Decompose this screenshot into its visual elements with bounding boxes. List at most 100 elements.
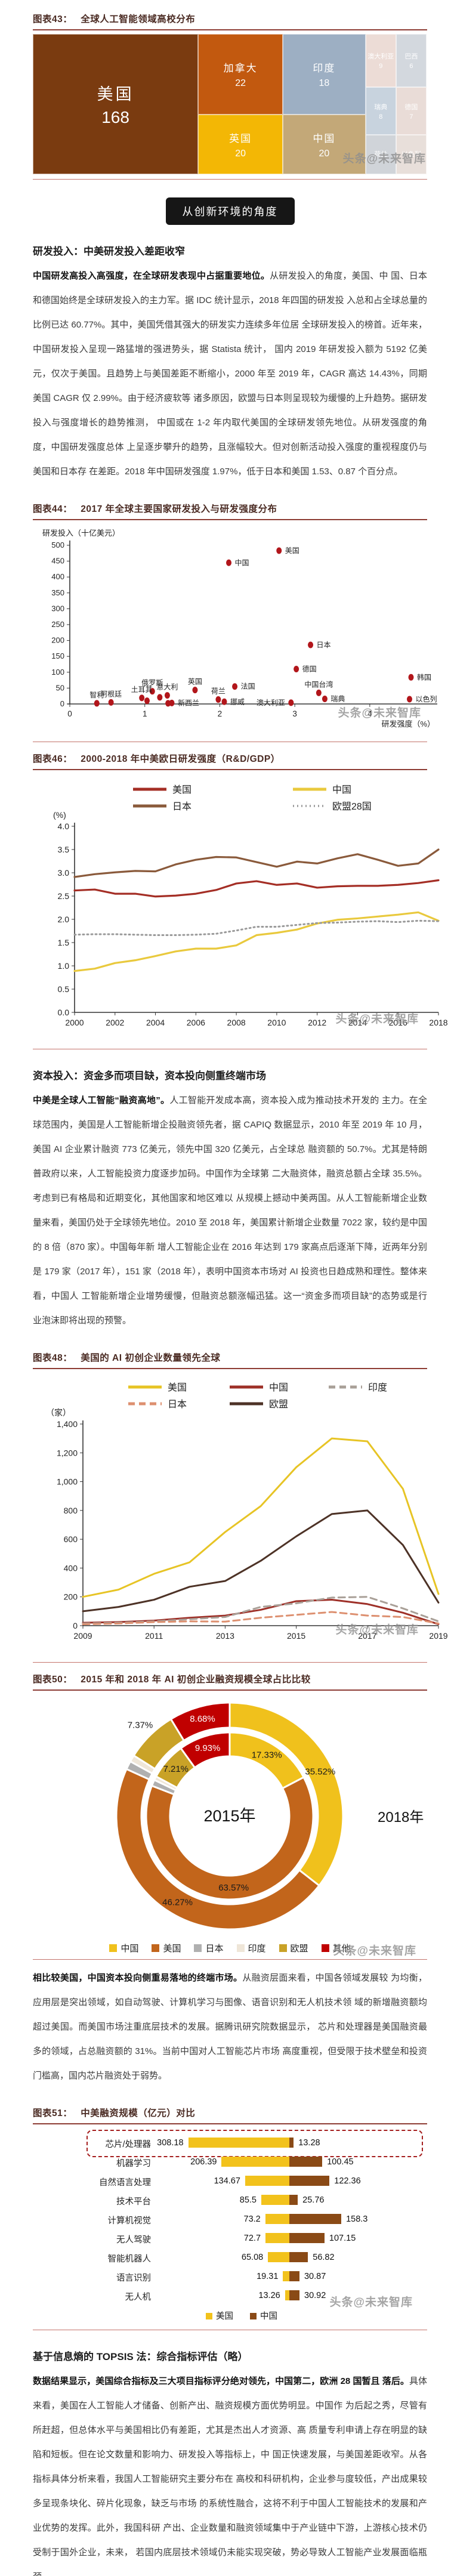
legend-item-日本: 日本	[194, 1942, 224, 1954]
svg-text:美国: 美国	[285, 546, 299, 555]
legend-item-美国: 美国	[152, 1942, 181, 1954]
donut-chart-funding-share: 17.33% 63.57% 7.21% 9.93% 35.52% 46.27% 7.37% 8…	[115, 1701, 424, 1931]
svg-text:8.68%: 8.68%	[190, 1714, 215, 1724]
svg-text:日本: 日本	[168, 1399, 187, 1410]
svg-text:美国: 美国	[172, 784, 191, 795]
svg-text:2006: 2006	[187, 1018, 205, 1027]
svg-text:4.0: 4.0	[58, 821, 70, 831]
tornado-row-无人驾驶: 无人驾驶 72.7 107.15	[116, 2233, 356, 2245]
figure-44-rd-scatter: 图表44： 2017 年全球主要国家研发投入与研发强度分布 0 50 100 150 20…	[33, 498, 437, 742]
svg-text:7.21%: 7.21%	[163, 1764, 189, 1774]
svg-text:2012: 2012	[308, 1018, 326, 1027]
divider	[33, 769, 427, 770]
svg-text:1.5: 1.5	[58, 938, 70, 947]
svg-text:2010: 2010	[267, 1018, 286, 1027]
figure-51-funding-compare: 图表51： 中美融资规模（亿元）对比 芯片/处理器 308.18 13.28 机器学习 2…	[33, 2102, 427, 2330]
svg-text:0: 0	[67, 709, 72, 718]
svg-text:63.57%: 63.57%	[218, 1883, 249, 1893]
svg-text:韩国: 韩国	[417, 672, 431, 681]
heading-capital-investment: 资本投入：资金多而项目缺，资本投向侧重终端市场	[33, 1070, 266, 1082]
tornado-row-无人机: 无人机 13.26 30.92	[125, 2290, 326, 2302]
treemap-block-以色列: 以色列	[396, 135, 427, 174]
svg-text:1.0: 1.0	[58, 961, 70, 971]
svg-text:2008: 2008	[227, 1018, 246, 1027]
svg-text:法国: 法国	[241, 682, 255, 691]
svg-text:(%): (%)	[53, 810, 66, 820]
divider	[33, 1689, 427, 1691]
svg-text:2.5: 2.5	[58, 891, 70, 901]
divider	[33, 2123, 427, 2124]
treemap-block-美国: 美国 168	[33, 34, 199, 174]
svg-text:500: 500	[51, 540, 64, 549]
treemap-chart: 美国 168 加拿大 22 英国 20 印度 18 中国 20 澳大利亚 9 巴西 6 瑞典 8 德国 7 荷兰 以色…	[33, 34, 427, 174]
svg-text:2015年: 2015年	[203, 1807, 255, 1825]
treemap-block-英国: 英国 20	[198, 115, 283, 174]
svg-text:土耳其: 土耳其	[131, 685, 153, 694]
heading-rd-investment: 研发投入：中美研发投入差距收窄	[33, 246, 185, 257]
svg-text:英国: 英国	[188, 678, 202, 686]
svg-text:0: 0	[73, 1621, 78, 1630]
svg-text:4: 4	[367, 709, 372, 718]
svg-text:200: 200	[64, 1592, 78, 1602]
tornado-row-语言识别: 语言识别 19.31 30.87	[116, 2271, 326, 2283]
svg-text:2004: 2004	[146, 1018, 165, 1027]
svg-text:澳大利亚: 澳大利亚	[257, 699, 285, 707]
svg-text:2000: 2000	[65, 1018, 84, 1027]
svg-text:2016: 2016	[389, 1018, 407, 1027]
svg-text:800: 800	[64, 1506, 78, 1515]
svg-text:3.0: 3.0	[58, 868, 70, 878]
svg-text:17.33%: 17.33%	[252, 1750, 282, 1760]
svg-text:2.0: 2.0	[58, 915, 70, 924]
svg-text:2: 2	[218, 709, 223, 718]
svg-text:1,400: 1,400	[57, 1419, 78, 1429]
svg-text:印度: 印度	[368, 1382, 387, 1393]
svg-text:荷兰: 荷兰	[211, 687, 225, 696]
donut-legend: 中国 美国 日本 印度 欧盟 其他	[33, 1942, 427, 1954]
svg-text:2009: 2009	[73, 1631, 92, 1641]
treemap-block-印度: 印度 18	[283, 34, 366, 115]
svg-text:2018: 2018	[429, 1018, 447, 1027]
tornado-row-技术平台: 技术平台 85.5 25.76	[116, 2195, 325, 2207]
paragraph-rd: 中国研发高投入高强度，在全球研发表现中占据重要地位。从研发投入的角度，美国、中 …	[33, 271, 427, 477]
svg-text:美国: 美国	[168, 1382, 187, 1393]
svg-text:50: 50	[56, 683, 64, 692]
divider	[33, 1368, 427, 1369]
svg-text:日本: 日本	[317, 641, 331, 649]
treemap-block-澳大利亚: 澳大利亚 9	[365, 34, 396, 88]
svg-text:研发强度（%）: 研发强度（%）	[381, 719, 435, 728]
figure-50-funding-donut: 图表50： 2015 年和 2018 年 AI 初创企业融资规模全球占比比较 17…	[33, 1669, 427, 1960]
svg-text:2018年: 2018年	[378, 1809, 424, 1826]
figure-48-title: 图表48： 美国的 AI 初创企业数量领先全球	[33, 1353, 221, 1363]
svg-text:300: 300	[51, 604, 64, 613]
tornado-row-芯片/处理器: 芯片/处理器 308.18 13.28	[105, 2138, 320, 2149]
figure-51-title: 图表51： 中美融资规模（亿元）对比	[33, 2108, 196, 2118]
svg-text:350: 350	[51, 588, 64, 597]
figure-43-label: 图表43：	[33, 14, 73, 24]
treemap-block-加拿大: 加拿大 22	[198, 34, 283, 115]
svg-text:46.27%: 46.27%	[162, 1898, 193, 1908]
divider	[33, 519, 427, 520]
figure-48-startups-line: 图表48： 美国的 AI 初创企业数量领先全球 1,400 1,200 1,000 80…	[33, 1347, 448, 1663]
treemap-block-中国: 中国 20	[283, 115, 366, 174]
svg-text:研发投入（十亿美元）: 研发投入（十亿美元）	[42, 529, 120, 538]
svg-text:2002: 2002	[106, 1018, 124, 1027]
svg-text:35.52%: 35.52%	[305, 1767, 335, 1777]
svg-text:3: 3	[292, 709, 297, 718]
svg-text:中国台湾: 中国台湾	[304, 679, 333, 688]
svg-text:450: 450	[51, 557, 64, 566]
scatter-chart: 0 50 100 150 200 250 300 350 400 450 500 0 1 2 3 4 研发投入（…	[42, 529, 437, 728]
paragraph-capital: 中美是全球人工智能“融资高地”。人工智能开发成本高，资本投入成为推动技术开发的 …	[33, 1095, 428, 1326]
treemap-block-瑞典: 瑞典 8	[365, 87, 396, 135]
section-banner: 从创新环境的角度	[165, 197, 295, 225]
tornado-legend: 美国 中国	[33, 2309, 450, 2322]
svg-text:1,200: 1,200	[57, 1448, 78, 1457]
svg-text:挪威: 挪威	[230, 697, 245, 706]
svg-text:新西兰: 新西兰	[178, 698, 199, 707]
svg-text:600: 600	[64, 1534, 78, 1544]
svg-text:9.93%: 9.93%	[195, 1743, 221, 1753]
divider	[33, 1959, 427, 1960]
svg-text:150: 150	[51, 651, 64, 660]
svg-text:意大利: 意大利	[156, 682, 178, 691]
